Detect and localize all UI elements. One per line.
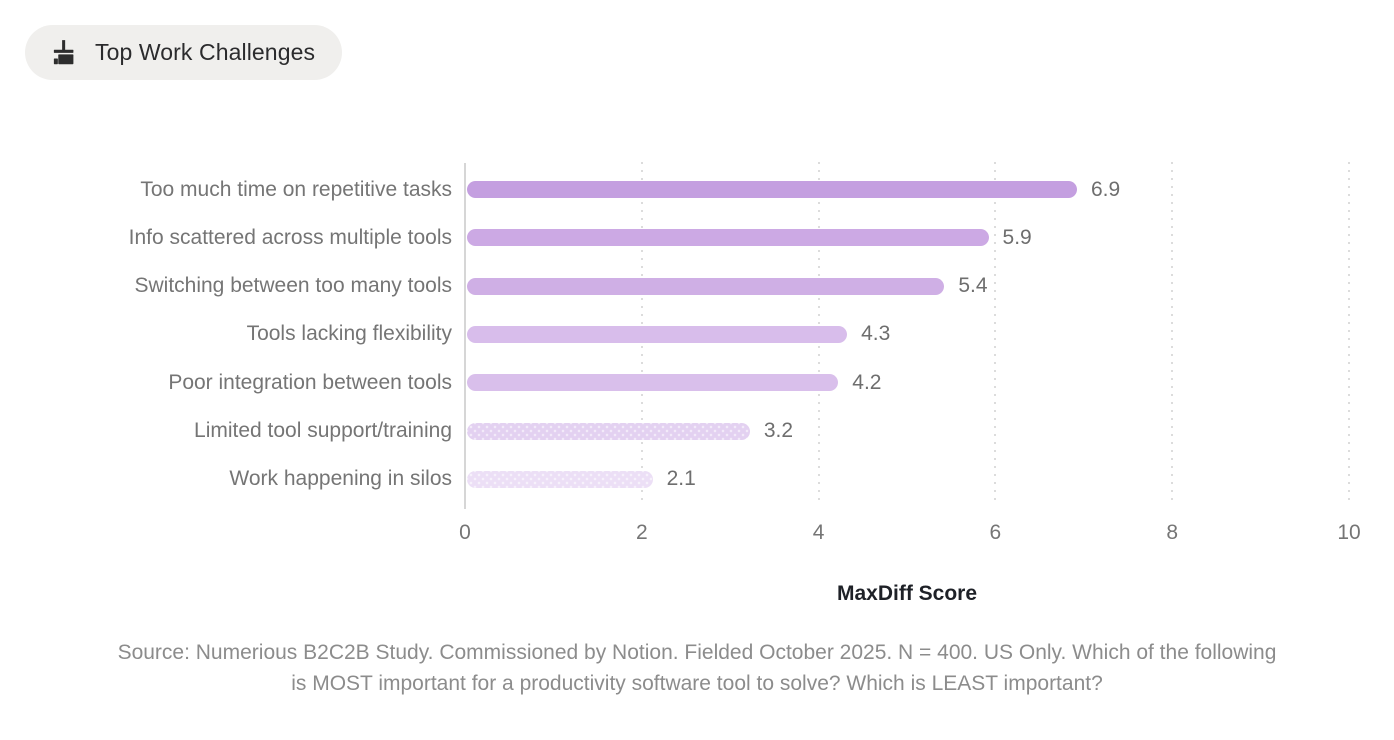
value-label: 5.9 — [1002, 225, 1032, 249]
gridline — [1171, 162, 1174, 506]
x-tick-label: 4 — [812, 521, 825, 544]
bar — [467, 374, 839, 392]
bar — [467, 229, 989, 247]
value-label: 5.4 — [958, 274, 988, 298]
x-tick-label: 10 — [1337, 521, 1361, 544]
category-label: Info scattered across multiple tools — [128, 225, 452, 249]
bar — [467, 181, 1077, 198]
x-tick-label: 2 — [635, 521, 648, 544]
chart-type-chip: Top Work Challenges — [25, 25, 343, 80]
category-label: Work happening in silos — [229, 467, 452, 491]
source-text: Source: Numerious B2C2B Study. Commissio… — [117, 641, 1277, 695]
bar — [467, 277, 945, 295]
value-label: 6.9 — [1090, 177, 1121, 201]
source-note: Source: Numerious B2C2B Study. Commissio… — [32, 637, 1362, 699]
chart-title: Top Work Challenges — [95, 39, 316, 65]
x-tick-label: 6 — [989, 521, 1002, 544]
value-label: 4.3 — [861, 322, 891, 346]
gridline — [1348, 162, 1350, 506]
plot-area: 6.9 5.9 5.4 4.3 4.2 3.2 2.1 — [464, 162, 1350, 509]
category-label: Too much time on repetitive tasks — [140, 177, 452, 201]
gridline — [994, 162, 997, 506]
bar — [467, 470, 653, 488]
bar — [467, 325, 848, 343]
category-label: Limited tool support/training — [194, 419, 452, 442]
x-axis-ticks: 0 2 4 6 8 10 — [459, 521, 1361, 551]
x-tick-label: 0 — [459, 521, 471, 544]
value-label: 3.2 — [763, 419, 794, 442]
bar — [467, 422, 750, 440]
value-label: 2.1 — [666, 467, 696, 491]
y-axis-line — [464, 163, 466, 509]
category-label: Switching between too many tools — [134, 274, 452, 298]
category-label: Poor integration between tools — [168, 370, 452, 394]
category-label: Tools lacking flexibility — [246, 322, 452, 346]
x-tick-label: 8 — [1166, 521, 1179, 544]
broom-icon — [53, 40, 74, 65]
x-axis-title: MaxDiff Score — [836, 582, 978, 605]
value-label: 4.2 — [852, 370, 882, 394]
